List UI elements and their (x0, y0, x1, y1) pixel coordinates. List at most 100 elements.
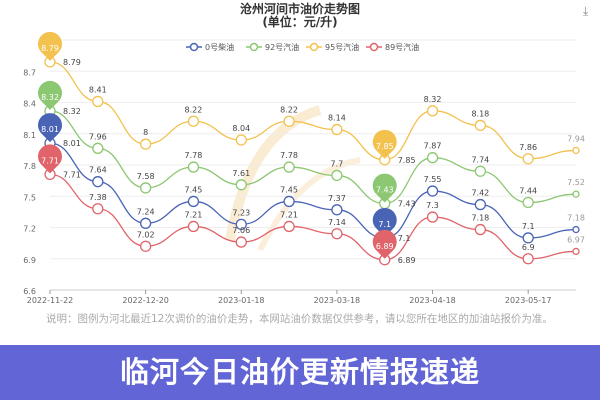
data-label: 7.14 (328, 218, 346, 227)
mark-pin-label: 8.32 (41, 93, 59, 102)
banner-headline: 临河今日油价更新情报速递 (119, 355, 480, 389)
data-point (139, 182, 152, 194)
data-point (187, 161, 200, 173)
data-label: 7.86 (519, 143, 537, 152)
x-tick-label: 2022-12-20 (122, 296, 169, 305)
data-point (283, 220, 295, 233)
legend-marker (369, 42, 379, 52)
data-point (522, 232, 534, 244)
data-point (92, 203, 104, 215)
data-point (139, 240, 152, 252)
data-point (331, 123, 343, 136)
data-point (331, 204, 343, 216)
data-label: 7.45 (280, 185, 298, 194)
chart-title: 沧州河间市油价走势图 (单位：元/升) (0, 3, 600, 29)
data-point (92, 142, 104, 154)
data-label: 6.9 (522, 243, 535, 252)
mark-pin-label: 8.01 (41, 125, 59, 134)
mark-pin-label: 7.85 (376, 142, 394, 151)
data-label: 8.18 (471, 109, 489, 118)
x-tick-label: 2023-05-17 (505, 296, 552, 305)
data-label: 8.22 (280, 105, 298, 114)
data-point (283, 195, 295, 208)
data-point (572, 190, 580, 198)
data-label: 7.94 (567, 134, 585, 143)
data-label: 7.43 (398, 200, 416, 209)
data-label: 8.01 (63, 139, 81, 148)
data-label: 8.41 (89, 85, 107, 94)
data-label: 7.42 (471, 189, 489, 198)
data-label: 7.24 (137, 207, 155, 216)
legend-label: 95号汽油 (325, 42, 359, 52)
data-label: 7.55 (424, 175, 442, 184)
data-point (522, 253, 534, 265)
data-label: 7.61 (232, 169, 250, 178)
mark-pin (372, 229, 397, 259)
data-point (426, 105, 439, 117)
legend-label: 92号汽油 (265, 42, 299, 52)
mark-pin (38, 80, 63, 110)
data-label: 7.58 (137, 172, 155, 181)
banner-background (0, 345, 600, 400)
data-label: 7.52 (567, 178, 585, 187)
mark-pin-label: 6.89 (376, 242, 394, 251)
data-point (426, 211, 439, 223)
data-label: 7.1 (522, 222, 535, 231)
mark-pin-label: 7.43 (376, 186, 394, 195)
data-label: 7.44 (519, 187, 537, 196)
data-label: 8.32 (424, 95, 442, 104)
data-label: 7.96 (89, 132, 107, 141)
watermark-logo (225, 105, 322, 241)
data-label: 8 (143, 128, 148, 137)
mark-pin (38, 31, 63, 61)
download-icon[interactable]: ⤓ (583, 4, 589, 18)
data-label: 7.87 (424, 142, 442, 151)
series-line (49, 142, 577, 239)
y-tick-label: 8.7 (23, 68, 36, 77)
y-tick-label: 6.9 (23, 256, 36, 265)
data-label: 7.18 (567, 214, 585, 223)
data-label: 7.85 (398, 156, 416, 165)
y-tick-label: 7.8 (23, 162, 36, 171)
watermark-logo (257, 157, 361, 252)
x-tick-label: 2022-11-22 (27, 296, 74, 305)
data-point (426, 185, 439, 197)
mark-pin (372, 173, 397, 203)
y-tick-label: 8.1 (23, 131, 36, 140)
mark-pin-label: 7.71 (41, 156, 59, 165)
data-point (331, 228, 343, 240)
data-label: 7.21 (280, 210, 298, 219)
data-label: 7.18 (471, 214, 489, 223)
x-tick-label: 2023-03-18 (314, 296, 361, 305)
data-point (572, 146, 580, 155)
data-point (572, 225, 580, 234)
data-point (92, 176, 104, 188)
data-label: 7.78 (185, 151, 203, 160)
legend-label: 89号汽油 (385, 42, 419, 52)
data-label: 7.78 (280, 151, 298, 160)
y-tick-label: 6.6 (23, 287, 36, 296)
data-label: 7.21 (185, 210, 203, 219)
data-label: 8.79 (63, 58, 81, 67)
data-label: 7.02 (137, 230, 155, 239)
data-label: 8.32 (63, 107, 81, 116)
data-label: 7.64 (89, 166, 107, 175)
x-tick-label: 2023-01-18 (218, 296, 265, 305)
legend-marker (309, 42, 319, 52)
data-point (235, 134, 247, 146)
data-label: 7.23 (232, 208, 250, 217)
data-point (572, 247, 580, 256)
mark-pin (38, 113, 62, 143)
data-point (474, 198, 487, 211)
mark-pin (372, 207, 397, 237)
data-point (283, 161, 295, 173)
data-label: 7.7 (331, 159, 344, 168)
data-label: 7.37 (328, 194, 346, 203)
data-label: 8.04 (232, 124, 250, 133)
data-label: 7.06 (232, 226, 250, 235)
data-point (426, 152, 439, 164)
y-tick-label: 7.2 (23, 225, 36, 234)
legend-label: 0号柴油 (205, 42, 234, 52)
data-point (474, 165, 487, 177)
data-label: 7.74 (471, 155, 489, 164)
